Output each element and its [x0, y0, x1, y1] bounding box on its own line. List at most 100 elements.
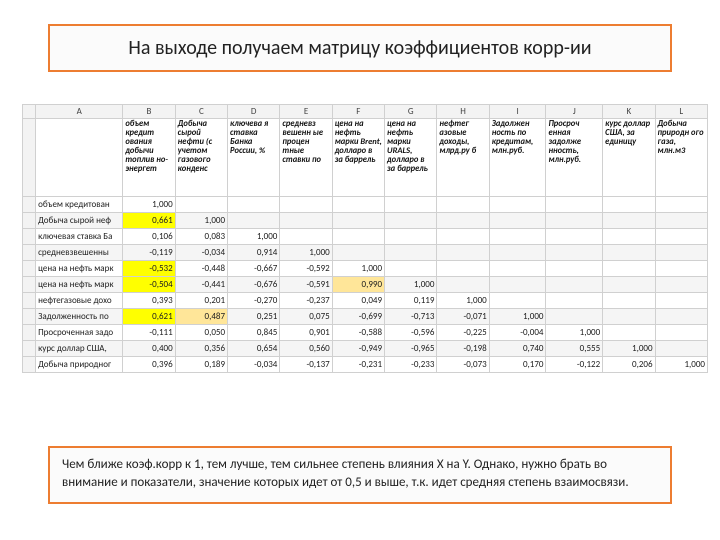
- column-letter[interactable]: L: [655, 105, 707, 119]
- data-cell[interactable]: 1,000: [175, 213, 227, 229]
- data-cell[interactable]: [175, 197, 227, 213]
- data-cell[interactable]: 0,206: [603, 357, 655, 373]
- data-cell[interactable]: [603, 277, 655, 293]
- data-cell[interactable]: [655, 197, 707, 213]
- data-cell[interactable]: -0,034: [228, 357, 280, 373]
- data-cell[interactable]: -0,448: [175, 261, 227, 277]
- data-cell[interactable]: 0,845: [228, 325, 280, 341]
- data-cell[interactable]: [546, 309, 603, 325]
- column-letter[interactable]: H: [437, 105, 489, 119]
- data-cell[interactable]: [332, 229, 384, 245]
- row-gutter[interactable]: [23, 197, 36, 213]
- data-cell[interactable]: [655, 309, 707, 325]
- header-empty[interactable]: [36, 119, 123, 197]
- column-header[interactable]: нефтег азовые доходы, млрд.ру б: [437, 119, 489, 197]
- row-label[interactable]: объем кредитован: [36, 197, 123, 213]
- data-cell[interactable]: [489, 277, 546, 293]
- data-cell[interactable]: 1,000: [123, 197, 175, 213]
- data-cell[interactable]: [437, 213, 489, 229]
- data-cell[interactable]: -0,233: [385, 357, 437, 373]
- data-cell[interactable]: 1,000: [489, 309, 546, 325]
- data-cell[interactable]: -0,071: [437, 309, 489, 325]
- data-cell[interactable]: 0,400: [123, 341, 175, 357]
- row-gutter[interactable]: [23, 261, 36, 277]
- row-gutter[interactable]: [23, 277, 36, 293]
- data-cell[interactable]: -0,034: [175, 245, 227, 261]
- data-cell[interactable]: -0,713: [385, 309, 437, 325]
- data-cell[interactable]: 1,000: [546, 325, 603, 341]
- data-cell[interactable]: [332, 197, 384, 213]
- column-letter[interactable]: G: [385, 105, 437, 119]
- data-cell[interactable]: [546, 229, 603, 245]
- data-cell[interactable]: 0,560: [280, 341, 332, 357]
- data-cell[interactable]: 1,000: [332, 261, 384, 277]
- data-cell[interactable]: [385, 197, 437, 213]
- data-cell[interactable]: -0,699: [332, 309, 384, 325]
- data-cell[interactable]: 0,050: [175, 325, 227, 341]
- data-cell[interactable]: 0,661: [123, 213, 175, 229]
- data-cell[interactable]: -0,225: [437, 325, 489, 341]
- data-cell[interactable]: 0,487: [175, 309, 227, 325]
- data-cell[interactable]: 0,075: [280, 309, 332, 325]
- data-cell[interactable]: [655, 341, 707, 357]
- data-cell[interactable]: [228, 197, 280, 213]
- data-cell[interactable]: -0,532: [123, 261, 175, 277]
- row-gutter[interactable]: [23, 293, 36, 309]
- data-cell[interactable]: -0,270: [228, 293, 280, 309]
- data-cell[interactable]: 0,740: [489, 341, 546, 357]
- data-cell[interactable]: -0,122: [546, 357, 603, 373]
- data-cell[interactable]: -0,676: [228, 277, 280, 293]
- data-cell[interactable]: [489, 293, 546, 309]
- row-label[interactable]: Задолженность по: [36, 309, 123, 325]
- data-cell[interactable]: [603, 309, 655, 325]
- data-cell[interactable]: -0,965: [385, 341, 437, 357]
- data-cell[interactable]: 1,000: [228, 229, 280, 245]
- row-label[interactable]: Добыча сырой неф: [36, 213, 123, 229]
- data-cell[interactable]: -0,667: [228, 261, 280, 277]
- data-cell[interactable]: [280, 229, 332, 245]
- column-header[interactable]: Добыча природн ого газа, млн.м3: [655, 119, 707, 197]
- data-cell[interactable]: -0,073: [437, 357, 489, 373]
- data-cell[interactable]: [655, 213, 707, 229]
- data-cell[interactable]: [332, 245, 384, 261]
- data-cell[interactable]: -0,004: [489, 325, 546, 341]
- data-cell[interactable]: [280, 197, 332, 213]
- data-cell[interactable]: [603, 245, 655, 261]
- data-cell[interactable]: 0,393: [123, 293, 175, 309]
- data-cell[interactable]: [280, 213, 332, 229]
- data-cell[interactable]: 0,396: [123, 357, 175, 373]
- column-header[interactable]: средневз вешенн ые процен тные ставки по: [280, 119, 332, 197]
- data-cell[interactable]: [603, 293, 655, 309]
- data-cell[interactable]: [332, 213, 384, 229]
- data-cell[interactable]: 0,990: [332, 277, 384, 293]
- data-cell[interactable]: [655, 325, 707, 341]
- data-cell[interactable]: [489, 245, 546, 261]
- data-cell[interactable]: 0,621: [123, 309, 175, 325]
- column-header[interactable]: Просроч енная задолже нность, млн.руб.: [546, 119, 603, 197]
- data-cell[interactable]: [546, 293, 603, 309]
- row-label[interactable]: ключевая ставка Ба: [36, 229, 123, 245]
- data-cell[interactable]: 0,251: [228, 309, 280, 325]
- row-gutter[interactable]: [23, 357, 36, 373]
- data-cell[interactable]: [546, 261, 603, 277]
- data-cell[interactable]: -0,111: [123, 325, 175, 341]
- data-cell[interactable]: -0,198: [437, 341, 489, 357]
- data-cell[interactable]: -0,119: [123, 245, 175, 261]
- column-letter[interactable]: J: [546, 105, 603, 119]
- column-header[interactable]: ключева я ставка Банка России, %: [228, 119, 280, 197]
- data-cell[interactable]: 0,170: [489, 357, 546, 373]
- data-cell[interactable]: -0,588: [332, 325, 384, 341]
- column-header[interactable]: объем кредит ования добычи топлив но-эне…: [123, 119, 175, 197]
- data-cell[interactable]: 0,119: [385, 293, 437, 309]
- data-cell[interactable]: [655, 245, 707, 261]
- data-cell[interactable]: [603, 325, 655, 341]
- data-cell[interactable]: [489, 261, 546, 277]
- data-cell[interactable]: [546, 245, 603, 261]
- data-cell[interactable]: -0,504: [123, 277, 175, 293]
- data-cell[interactable]: -0,591: [280, 277, 332, 293]
- column-letter[interactable]: I: [489, 105, 546, 119]
- data-cell[interactable]: [655, 277, 707, 293]
- row-label[interactable]: Добыча природног: [36, 357, 123, 373]
- data-cell[interactable]: 0,049: [332, 293, 384, 309]
- row-label[interactable]: курс доллар США,: [36, 341, 123, 357]
